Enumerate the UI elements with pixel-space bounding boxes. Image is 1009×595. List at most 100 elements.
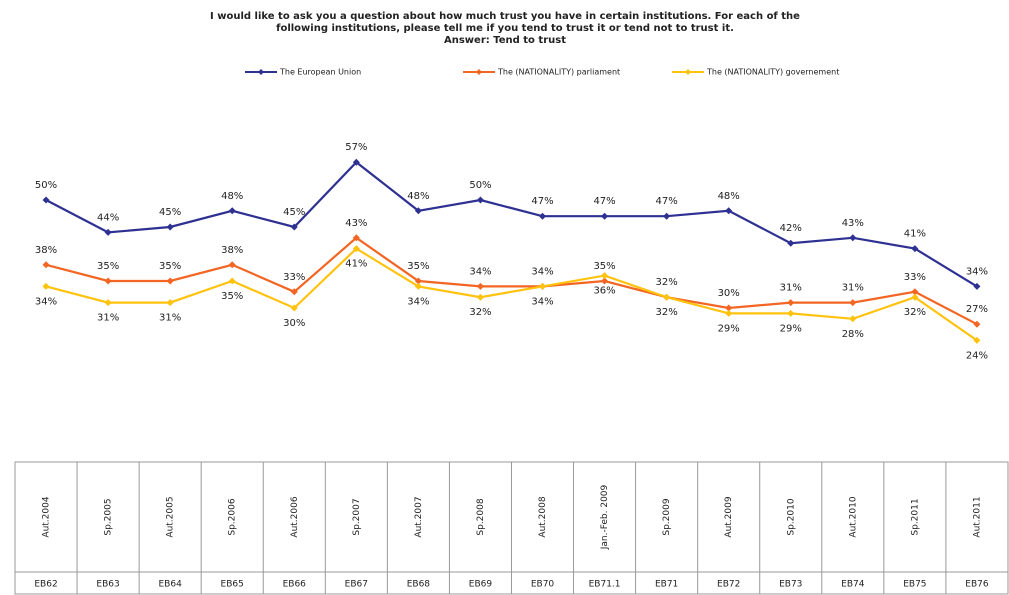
data-label: 50%	[469, 180, 491, 191]
data-point	[228, 277, 236, 285]
data-label: 35%	[159, 261, 181, 272]
data-label: 41%	[904, 229, 926, 240]
legend-marker	[685, 69, 691, 75]
data-point	[166, 223, 174, 231]
data-point	[42, 261, 50, 269]
data-label: 35%	[97, 261, 119, 272]
data-point	[476, 293, 484, 301]
data-label: 45%	[159, 207, 181, 218]
x-tick-label: EB67	[345, 580, 368, 590]
x-tick-label: EB73	[779, 580, 802, 590]
x-tick-label: EB66	[283, 580, 307, 590]
x-tick-label: Jan.-Feb. 2009	[600, 484, 610, 550]
legend-label: The (NATIONALITY) parliament	[497, 68, 620, 77]
x-tick-label: EB71	[655, 580, 678, 590]
chart-subtitle: Answer: Tend to trust	[444, 35, 566, 46]
data-point	[414, 282, 422, 290]
data-point	[911, 245, 919, 253]
legend-label: The (NATIONALITY) governement	[706, 68, 839, 77]
data-label: 31%	[97, 313, 119, 324]
data-point	[104, 228, 112, 236]
data-point	[290, 223, 298, 231]
data-point	[787, 239, 795, 247]
legend-marker	[476, 69, 482, 75]
data-label: 35%	[221, 291, 243, 302]
x-tick-label: Sp.2008	[476, 498, 486, 535]
data-point	[849, 234, 857, 242]
x-tick-label: EB75	[903, 580, 926, 590]
data-label: 43%	[345, 218, 367, 229]
data-point	[849, 299, 857, 307]
data-label: 57%	[345, 142, 367, 153]
data-label: 27%	[966, 304, 988, 315]
data-point	[476, 282, 484, 290]
data-point	[663, 293, 671, 301]
x-tick-label: EB69	[469, 580, 493, 590]
data-point	[725, 309, 733, 317]
data-label: 30%	[283, 318, 305, 329]
data-point	[849, 315, 857, 323]
x-tick-label: EB72	[717, 580, 740, 590]
data-point	[228, 207, 236, 215]
x-tick-label: Sp.2011	[910, 498, 920, 535]
data-point	[42, 282, 50, 290]
data-label: 47%	[593, 196, 615, 207]
data-label: 35%	[407, 261, 429, 272]
x-tick-label: Aut.2007	[414, 496, 424, 537]
data-point	[104, 277, 112, 285]
data-label: 33%	[904, 272, 926, 283]
data-label: 32%	[656, 277, 678, 288]
data-point	[539, 282, 547, 290]
legend-label: The European Union	[279, 68, 361, 77]
data-point	[787, 299, 795, 307]
x-tick-label: EB74	[841, 580, 865, 590]
data-point	[166, 299, 174, 307]
data-point	[787, 309, 795, 317]
x-tick-label: Aut.2010	[848, 496, 858, 537]
data-point	[166, 277, 174, 285]
data-label: 48%	[407, 191, 429, 202]
x-tick-label: EB76	[965, 580, 989, 590]
data-point	[973, 320, 981, 328]
data-label: 48%	[221, 191, 243, 202]
x-tick-label: Sp.2005	[104, 498, 114, 535]
data-point	[911, 293, 919, 301]
series-line	[45, 160, 978, 288]
data-label: 38%	[35, 245, 57, 256]
data-point	[973, 336, 981, 344]
data-label: 24%	[966, 350, 988, 361]
data-point	[104, 299, 112, 307]
data-label: 29%	[780, 323, 802, 334]
data-label: 43%	[842, 218, 864, 229]
x-tick-label: Aut.2004	[42, 496, 52, 537]
x-tick-label: Sp.2007	[352, 498, 362, 535]
data-label: 31%	[842, 283, 864, 294]
data-label: 31%	[780, 283, 802, 294]
x-tick-label: EB70	[531, 580, 555, 590]
data-point	[973, 282, 981, 290]
data-label: 30%	[718, 288, 740, 299]
chart-title: following institutions, please tell me i…	[276, 23, 734, 34]
data-label: 33%	[283, 272, 305, 283]
x-tick-label: EB65	[221, 580, 244, 590]
data-point	[663, 212, 671, 220]
data-point	[352, 234, 360, 242]
data-point	[352, 158, 360, 166]
data-label: 47%	[656, 196, 678, 207]
chart-title: I would like to ask you a question about…	[210, 11, 800, 22]
data-label: 28%	[842, 329, 864, 340]
data-label: 34%	[407, 296, 429, 307]
x-tick-label: EB64	[158, 580, 182, 590]
data-point	[352, 245, 360, 253]
data-label: 34%	[35, 296, 57, 307]
data-label: 36%	[593, 286, 615, 297]
data-point	[414, 207, 422, 215]
data-label: 34%	[531, 266, 553, 277]
data-label: 42%	[780, 223, 802, 234]
x-tick-label: Sp.2009	[662, 498, 672, 535]
data-point	[725, 207, 733, 215]
data-point	[539, 212, 547, 220]
data-label: 45%	[283, 207, 305, 218]
data-label: 38%	[221, 245, 243, 256]
